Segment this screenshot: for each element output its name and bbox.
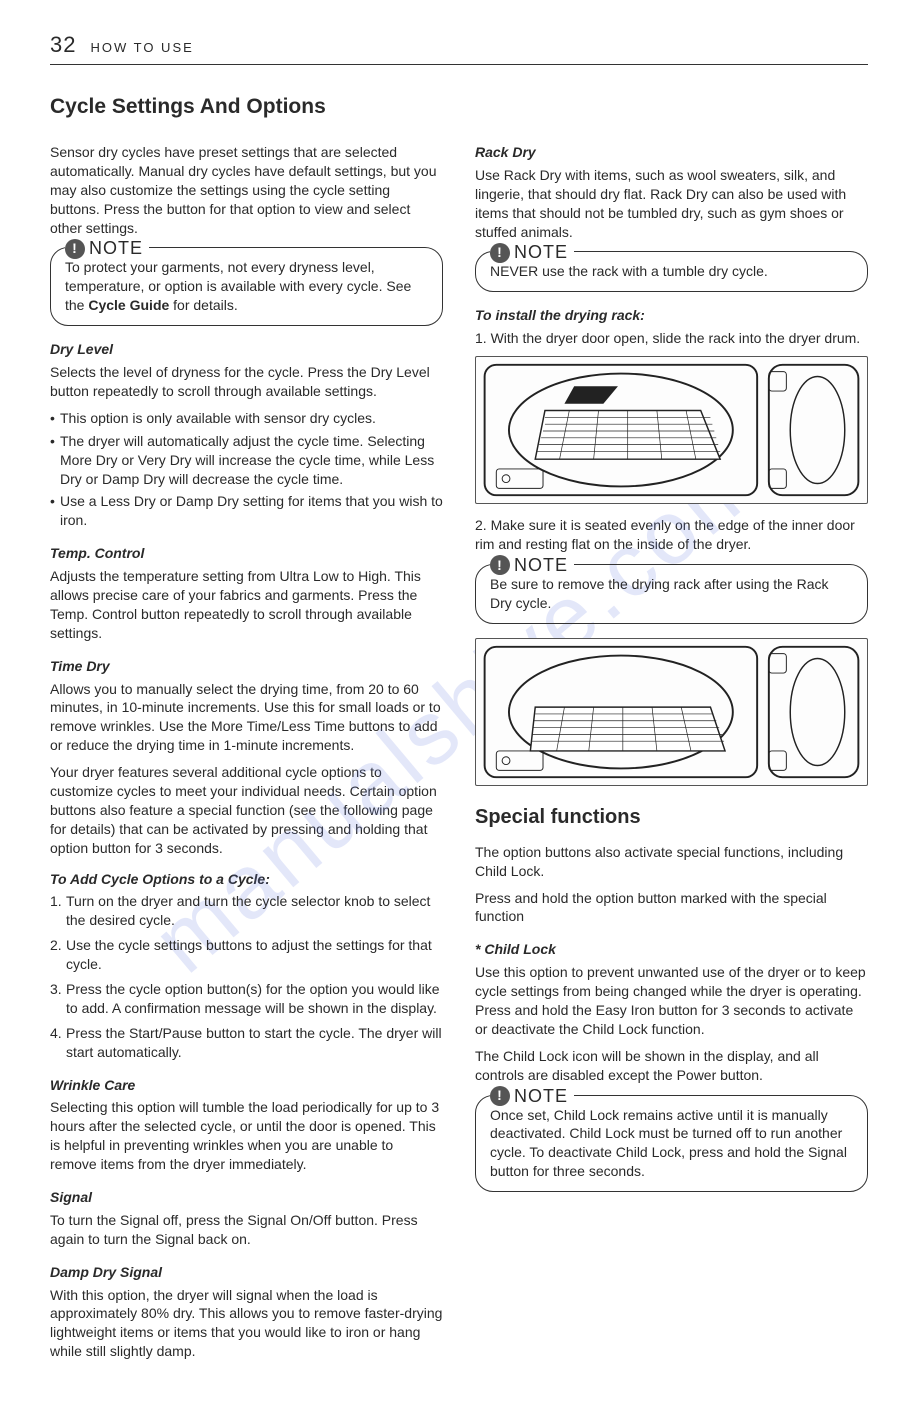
wrinkle-care-body: Selecting this option will tumble the lo… bbox=[50, 1098, 443, 1174]
temp-control-body: Adjusts the temperature setting from Ult… bbox=[50, 567, 443, 643]
note-label: ! NOTE bbox=[490, 240, 574, 264]
left-column: Sensor dry cycles have preset settings t… bbox=[50, 143, 443, 1369]
install-step-2: 2. Make sure it is seated evenly on the … bbox=[475, 516, 868, 554]
time-dry-p1: Allows you to manually select the drying… bbox=[50, 680, 443, 756]
child-lock-p1: Use this option to prevent unwanted use … bbox=[475, 963, 868, 1039]
special-functions-title: Special functions bbox=[475, 804, 868, 831]
time-dry-p2: Your dryer features several additional c… bbox=[50, 763, 443, 857]
info-icon: ! bbox=[490, 243, 510, 263]
rack-dry-heading: Rack Dry bbox=[475, 143, 868, 162]
damp-dry-heading: Damp Dry Signal bbox=[50, 1263, 443, 1282]
note-label: ! NOTE bbox=[65, 236, 149, 260]
note-text: Be sure to remove the drying rack after … bbox=[490, 575, 853, 613]
info-icon: ! bbox=[490, 1086, 510, 1106]
note-label-text: NOTE bbox=[514, 553, 568, 577]
note-label-text: NOTE bbox=[89, 236, 143, 260]
list-item: Turn on the dryer and turn the cycle sel… bbox=[50, 892, 443, 930]
note-box-rack-never: ! NOTE NEVER use the rack with a tumble … bbox=[475, 251, 868, 292]
info-icon: ! bbox=[490, 555, 510, 575]
list-item: Use a Less Dry or Damp Dry setting for i… bbox=[50, 492, 443, 530]
note-text: NEVER use the rack with a tumble dry cyc… bbox=[490, 262, 853, 281]
dryer-rack-figure-2 bbox=[475, 638, 868, 786]
time-dry-heading: Time Dry bbox=[50, 657, 443, 676]
intro-paragraph: Sensor dry cycles have preset settings t… bbox=[50, 143, 443, 237]
install-rack-heading: To install the drying rack: bbox=[475, 306, 868, 325]
list-item: This option is only available with senso… bbox=[50, 409, 443, 428]
note-label: ! NOTE bbox=[490, 553, 574, 577]
signal-body: To turn the Signal off, press the Signal… bbox=[50, 1211, 443, 1249]
page-number: 32 bbox=[50, 30, 76, 60]
add-options-heading: To Add Cycle Options to a Cycle: bbox=[50, 870, 443, 889]
child-lock-heading: * Child Lock bbox=[475, 940, 868, 959]
dry-level-bullets: This option is only available with senso… bbox=[50, 409, 443, 530]
rack-dry-body: Use Rack Dry with items, such as wool sw… bbox=[475, 166, 868, 242]
dry-level-body: Selects the level of dryness for the cyc… bbox=[50, 363, 443, 401]
temp-control-heading: Temp. Control bbox=[50, 544, 443, 563]
page-header: 32 HOW TO USE bbox=[50, 30, 868, 65]
note-label-text: NOTE bbox=[514, 240, 568, 264]
list-item: Press the Start/Pause button to start th… bbox=[50, 1024, 443, 1062]
add-options-steps: Turn on the dryer and turn the cycle sel… bbox=[50, 892, 443, 1061]
info-icon: ! bbox=[65, 239, 85, 259]
dryer-rack-figure-1 bbox=[475, 356, 868, 504]
note-label: ! NOTE bbox=[490, 1084, 574, 1108]
two-column-layout: Sensor dry cycles have preset settings t… bbox=[50, 143, 868, 1369]
right-column: Rack Dry Use Rack Dry with items, such a… bbox=[475, 143, 868, 1369]
note-text: Once set, Child Lock remains active unti… bbox=[490, 1106, 853, 1182]
note-label-text: NOTE bbox=[514, 1084, 568, 1108]
special-p1: The option buttons also activate special… bbox=[475, 843, 868, 881]
page-title: Cycle Settings And Options bbox=[50, 93, 868, 121]
list-item: Press the cycle option button(s) for the… bbox=[50, 980, 443, 1018]
signal-heading: Signal bbox=[50, 1188, 443, 1207]
note-box-child-lock: ! NOTE Once set, Child Lock remains acti… bbox=[475, 1095, 868, 1193]
section-name: HOW TO USE bbox=[90, 39, 193, 57]
note-text: To protect your garments, not every dryn… bbox=[65, 258, 428, 315]
note-box-remove-rack: ! NOTE Be sure to remove the drying rack… bbox=[475, 564, 868, 624]
list-item: Use the cycle settings buttons to adjust… bbox=[50, 936, 443, 974]
wrinkle-care-heading: Wrinkle Care bbox=[50, 1076, 443, 1095]
special-p2: Press and hold the option button marked … bbox=[475, 889, 868, 927]
list-item: The dryer will automatically adjust the … bbox=[50, 432, 443, 489]
damp-dry-body: With this option, the dryer will signal … bbox=[50, 1286, 443, 1362]
dry-level-heading: Dry Level bbox=[50, 340, 443, 359]
install-step-1: 1. With the dryer door open, slide the r… bbox=[475, 329, 868, 348]
note-box-garments: ! NOTE To protect your garments, not eve… bbox=[50, 247, 443, 326]
child-lock-p2: The Child Lock icon will be shown in the… bbox=[475, 1047, 868, 1085]
